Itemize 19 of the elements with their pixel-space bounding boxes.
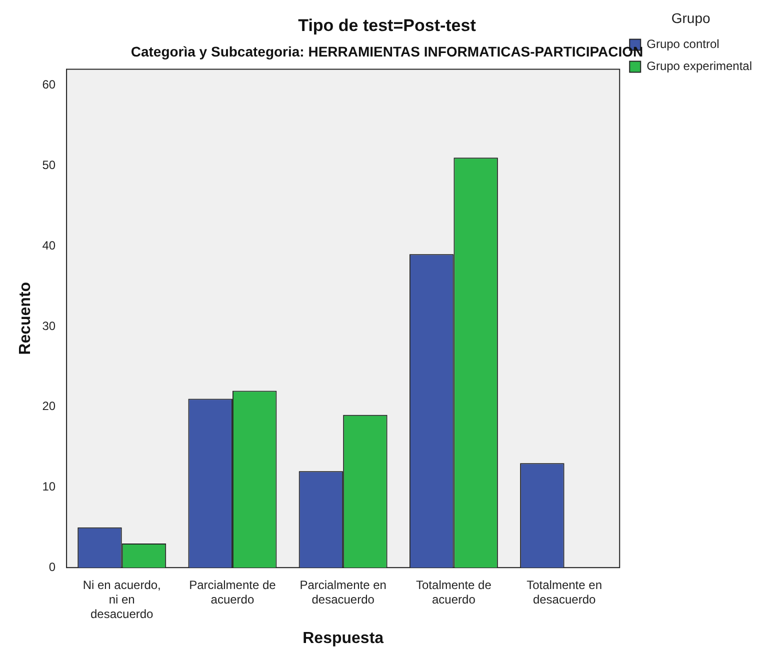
y-tick-label: 20 — [42, 399, 56, 414]
y-tick-label: 0 — [48, 560, 56, 574]
x-tick-label: Totalmente de acuerdo — [416, 578, 492, 607]
x-axis-title: Respuesta — [302, 630, 384, 647]
chart-subtitle: Categorìa y Subcategoria: HERRAMIENTAS INFORMATICAS-PARTICIPACION — [130, 44, 644, 60]
x-tick-label: Totalmente en desacuerdo — [526, 578, 602, 607]
y-tick-label: 40 — [42, 238, 56, 252]
x-tick-label: Ni en acuerdo, ni en desacuerdo — [82, 578, 161, 621]
y-tick-label: 30 — [42, 318, 56, 333]
y-axis-title: Recuento — [17, 282, 34, 355]
x-tick-label: Parcialmente de acuerdo — [189, 578, 276, 607]
y-tick-label: 60 — [42, 78, 56, 92]
legend-label: Grupo control — [646, 37, 720, 52]
y-tick-label: 10 — [42, 480, 56, 494]
x-tick-label: Parcialmente en desacuerdo — [300, 578, 386, 607]
chart-title: Tipo de test=Post-test — [298, 16, 476, 35]
legend-label: Grupo experimental — [646, 59, 752, 74]
y-tick-label: 50 — [42, 158, 56, 172]
legend-title: Grupo — [671, 10, 710, 26]
